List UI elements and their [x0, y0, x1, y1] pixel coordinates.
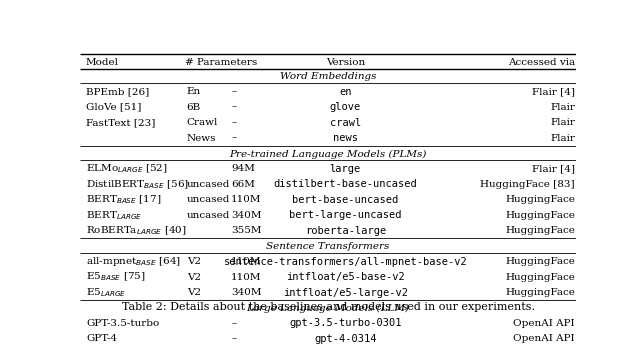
Text: 340M: 340M: [231, 288, 262, 297]
Text: 66M: 66M: [231, 180, 255, 189]
Text: –: –: [231, 133, 237, 143]
Text: Flair [4]: Flair [4]: [532, 87, 575, 96]
Text: DistilBERT$_{BASE}$ [56]: DistilBERT$_{BASE}$ [56]: [86, 178, 189, 191]
Text: gpt-3.5-turbo-0301: gpt-3.5-turbo-0301: [289, 319, 402, 328]
Text: –: –: [231, 87, 237, 96]
Text: news: news: [333, 133, 358, 143]
Text: 110M: 110M: [231, 257, 262, 266]
Text: bert-base-uncased: bert-base-uncased: [292, 195, 399, 205]
Text: HuggingFace: HuggingFace: [505, 195, 575, 205]
Text: distilbert-base-uncased: distilbert-base-uncased: [273, 180, 417, 189]
Text: OpenAI API: OpenAI API: [513, 334, 575, 344]
Text: Flair [4]: Flair [4]: [532, 164, 575, 174]
Text: en: en: [339, 87, 351, 97]
Text: uncased: uncased: [187, 211, 230, 220]
Text: all-mpnet$_{BASE}$ [64]: all-mpnet$_{BASE}$ [64]: [86, 255, 181, 268]
Text: News: News: [187, 133, 216, 143]
Text: intfloat/e5-large-v2: intfloat/e5-large-v2: [283, 288, 408, 297]
Text: # Parameters: # Parameters: [185, 58, 257, 67]
Text: En: En: [187, 87, 201, 96]
Text: –: –: [231, 118, 237, 127]
Text: gpt-4-0314: gpt-4-0314: [314, 334, 376, 344]
Text: HuggingFace: HuggingFace: [505, 211, 575, 220]
Text: sentence-transformers/all-mpnet-base-v2: sentence-transformers/all-mpnet-base-v2: [223, 257, 467, 267]
Text: V2: V2: [187, 272, 201, 282]
Text: intfloat/e5-base-v2: intfloat/e5-base-v2: [286, 272, 404, 282]
Text: 340M: 340M: [231, 211, 262, 220]
Text: HuggingFace: HuggingFace: [505, 257, 575, 266]
Text: –: –: [231, 319, 237, 328]
Text: E5$_{BASE}$ [75]: E5$_{BASE}$ [75]: [86, 271, 145, 283]
Text: crawl: crawl: [330, 118, 361, 128]
Text: 6B: 6B: [187, 103, 201, 112]
Text: large: large: [330, 164, 361, 174]
Text: GPT-3.5-turbo: GPT-3.5-turbo: [86, 319, 159, 328]
Text: Pre-trained Language Models (PLMs): Pre-trained Language Models (PLMs): [229, 150, 427, 159]
Text: RoBERTa$_{LARGE}$ [40]: RoBERTa$_{LARGE}$ [40]: [86, 225, 187, 237]
Text: HuggingFace: HuggingFace: [505, 226, 575, 235]
Text: uncased: uncased: [187, 195, 230, 205]
Text: GPT-4: GPT-4: [86, 334, 117, 344]
Text: Flair: Flair: [550, 103, 575, 112]
Text: HuggingFace [83]: HuggingFace [83]: [481, 180, 575, 189]
Text: Flair: Flair: [550, 133, 575, 143]
Text: HuggingFace: HuggingFace: [505, 288, 575, 297]
Text: uncased: uncased: [187, 180, 230, 189]
Text: V2: V2: [187, 288, 201, 297]
Text: BERT$_{BASE}$ [17]: BERT$_{BASE}$ [17]: [86, 194, 161, 206]
Text: 94M: 94M: [231, 164, 255, 174]
Text: V2: V2: [187, 257, 201, 266]
Text: bert-large-uncased: bert-large-uncased: [289, 210, 402, 220]
Text: BPEmb [26]: BPEmb [26]: [86, 87, 149, 96]
Text: –: –: [231, 103, 237, 112]
Text: Crawl: Crawl: [187, 118, 218, 127]
Text: OpenAI API: OpenAI API: [513, 319, 575, 328]
Text: E5$_{LARGE}$: E5$_{LARGE}$: [86, 286, 127, 299]
Text: 110M: 110M: [231, 272, 262, 282]
Text: ELMo$_{LARGE}$ [52]: ELMo$_{LARGE}$ [52]: [86, 163, 168, 175]
Text: Sentence Transformers: Sentence Transformers: [266, 242, 390, 251]
Text: Accessed via: Accessed via: [508, 58, 575, 67]
Text: Table 2: Details about the baselines and models used in our experiments.: Table 2: Details about the baselines and…: [122, 302, 534, 312]
Text: Flair: Flair: [550, 118, 575, 127]
Text: roberta-large: roberta-large: [305, 226, 386, 236]
Text: Version: Version: [326, 58, 365, 67]
Text: Model: Model: [86, 58, 119, 67]
Text: FastText [23]: FastText [23]: [86, 118, 156, 127]
Text: –: –: [231, 334, 237, 344]
Text: 110M: 110M: [231, 195, 262, 205]
Text: 355M: 355M: [231, 226, 262, 235]
Text: BERT$_{LARGE}$: BERT$_{LARGE}$: [86, 209, 142, 222]
Text: GloVe [51]: GloVe [51]: [86, 103, 141, 112]
Text: glove: glove: [330, 102, 361, 112]
Text: Large Language Models (LLM): Large Language Models (LLM): [246, 304, 410, 313]
Text: Word Embeddings: Word Embeddings: [280, 72, 376, 81]
Text: HuggingFace: HuggingFace: [505, 272, 575, 282]
